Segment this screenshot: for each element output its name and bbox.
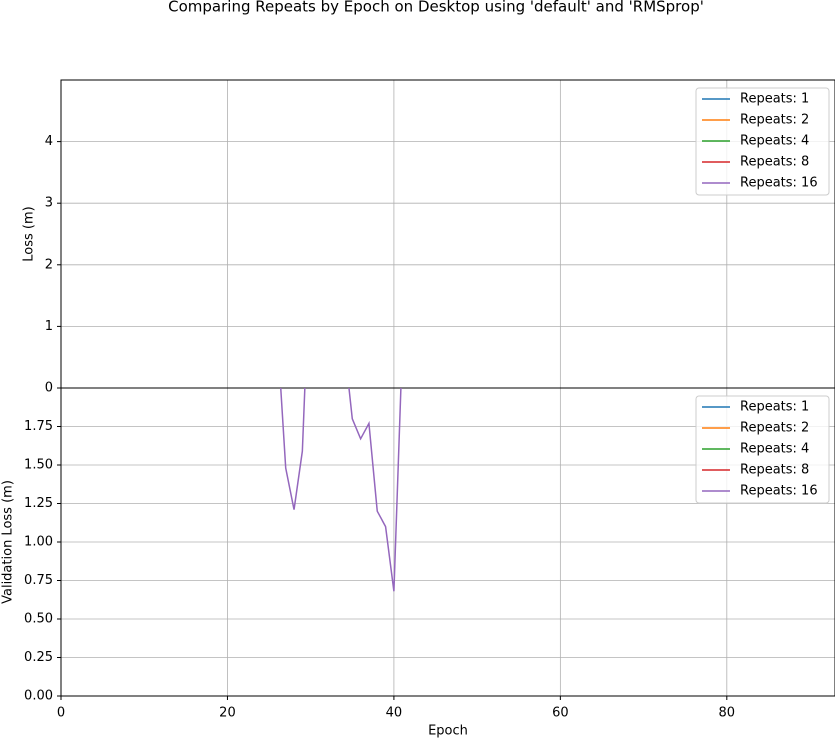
y-axis-label: Loss (m) [22,206,37,261]
x-tick-label: 20 [219,706,236,721]
y-tick-label: 1.75 [24,419,53,434]
y-tick-label: 1.00 [24,535,53,550]
legend-label: Repeats: 16 [740,176,818,191]
legend-box [695,395,830,504]
series-line [279,388,402,592]
legend-label: Repeats: 16 [740,484,818,499]
legend-label: Repeats: 2 [740,113,809,128]
y-tick-label: 1.25 [24,496,53,511]
y-tick-label: 1.50 [24,458,53,473]
y-tick-label: 1 [45,319,53,334]
y-tick-label: 3 [45,196,53,211]
legend-label: Repeats: 8 [740,463,809,478]
x-axis-label: Epoch [428,724,468,739]
legend-label: Repeats: 2 [740,421,809,436]
y-tick-label: 0 [45,381,53,396]
legend-box [695,87,830,196]
legend-label: Repeats: 1 [740,92,809,107]
legend-label: Repeats: 4 [740,134,809,149]
legend-label: Repeats: 1 [740,400,809,415]
y-tick-label: 2 [45,257,53,272]
x-tick-label: 40 [386,706,403,721]
y-tick-label: 0.75 [24,573,53,588]
y-tick-label: 0.50 [24,612,53,627]
chart-title: Comparing Repeats by Epoch on Desktop us… [168,0,704,16]
y-tick-label: 0.00 [24,689,53,704]
legend-label: Repeats: 4 [740,442,809,457]
x-tick-label: 0 [57,706,65,721]
axes-frame [60,387,835,697]
y-axis-label: Validation Loss (m) [1,480,16,604]
y-tick-label: 0.25 [24,650,53,665]
x-tick-label: 80 [719,706,736,721]
legend-label: Repeats: 8 [740,155,809,170]
x-tick-label: 60 [552,706,569,721]
y-tick-label: 4 [45,134,53,149]
